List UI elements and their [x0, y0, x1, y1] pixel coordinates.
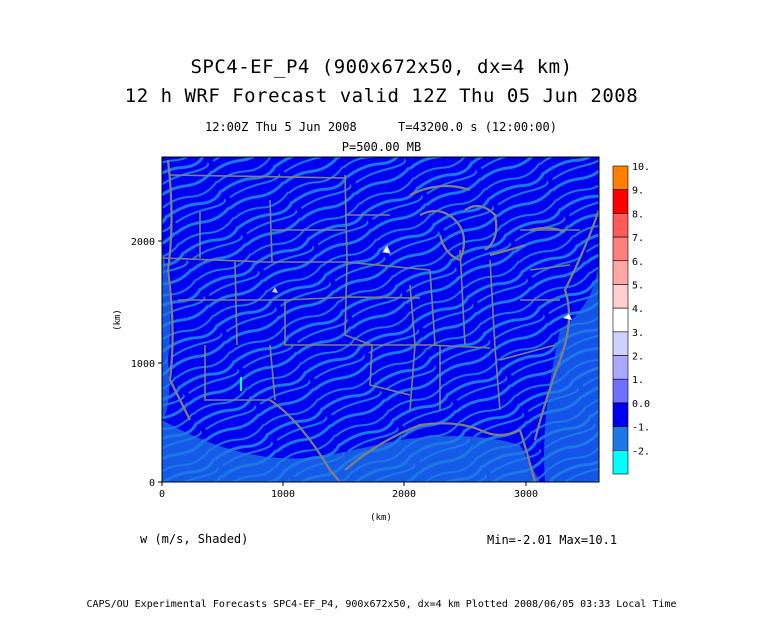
- x-tick-label: 2000: [392, 489, 416, 500]
- colorbar-swatch: [612, 236, 629, 262]
- x-tick-label: 1000: [271, 489, 295, 500]
- colorbar-swatch: [612, 307, 629, 333]
- colorbar-swatch: [612, 260, 629, 285]
- colorbar-legend: 10. 9. 8. 7. 6. 5. 4. 3. 2. 1. 0.0 -1. -2.: [612, 162, 650, 475]
- footer-credit: CAPS/OU Experimental Forecasts SPC4-EF_P…: [86, 599, 677, 610]
- colorbar-swatch: [612, 189, 629, 214]
- colorbar-label: -1.: [632, 423, 650, 434]
- coastlines-and-lakes: [166, 159, 599, 482]
- colorbar-swatch: [612, 355, 629, 380]
- colorbar-label: 4.: [632, 304, 644, 315]
- x-tick-label: 3000: [514, 489, 538, 500]
- title-line-1: SPC4-EF_P4 (900x672x50, dx=4 km): [190, 56, 573, 78]
- min-max-label: Min=-2.01 Max=10.1: [487, 533, 618, 547]
- valid-time-label: 12:00Z Thu 5 Jun 2008: [205, 120, 357, 134]
- colorbar-label: 7.: [632, 233, 644, 244]
- colorbar-label: 1.: [632, 375, 644, 386]
- colorbar-swatch: [612, 213, 629, 238]
- state-borders: [162, 174, 580, 411]
- ocean-region-gulf: [162, 420, 540, 482]
- colorbar-label: 2.: [632, 352, 644, 363]
- pressure-level-label: P=500.00 MB: [341, 140, 422, 154]
- colorbar-swatch: [612, 284, 629, 309]
- colorbar-label: 5.: [632, 280, 644, 291]
- colorbar-label: -2.: [632, 446, 650, 457]
- map-background: [162, 157, 599, 482]
- colorbar-swatch: [612, 165, 629, 190]
- simulation-time-label: T=43200.0 s (12:00:00): [398, 120, 557, 134]
- colorbar-label: 0.0: [632, 399, 650, 410]
- ocean-region-atlantic: [544, 250, 599, 482]
- map-axes: (km) (km) 0 1000 2000 3000 0 1000 2000: [113, 237, 538, 523]
- x-axis-title: (km): [370, 513, 392, 523]
- colorbar-label: 6.: [632, 257, 644, 268]
- colorbar-label: 10.: [632, 162, 650, 173]
- colorbar-label: 9.: [632, 186, 644, 197]
- x-tick-label: 0: [159, 489, 165, 500]
- map-frame: [161, 156, 600, 483]
- colorbar-label: 3.: [632, 328, 644, 339]
- y-tick-label: 2000: [131, 237, 155, 248]
- y-tick-label: 0: [149, 478, 155, 489]
- wind-feature-highlights: [240, 244, 572, 391]
- colorbar-swatch: [612, 426, 629, 451]
- variable-label: w (m/s, Shaded): [140, 532, 249, 546]
- colorbar-swatch: [612, 450, 629, 475]
- ocean-region-pacific: [162, 250, 171, 420]
- title-line-2: 12 h WRF Forecast valid 12Z Thu 05 Jun 2…: [124, 85, 639, 107]
- colorbar-label: 8.: [632, 209, 644, 220]
- y-axis-title: (km): [113, 309, 123, 331]
- colorbar-swatch: [612, 378, 629, 404]
- colorbar-swatch: [612, 331, 629, 356]
- colorbar-swatch: [612, 402, 629, 427]
- y-tick-label: 1000: [131, 359, 155, 370]
- map-area: [161, 156, 600, 483]
